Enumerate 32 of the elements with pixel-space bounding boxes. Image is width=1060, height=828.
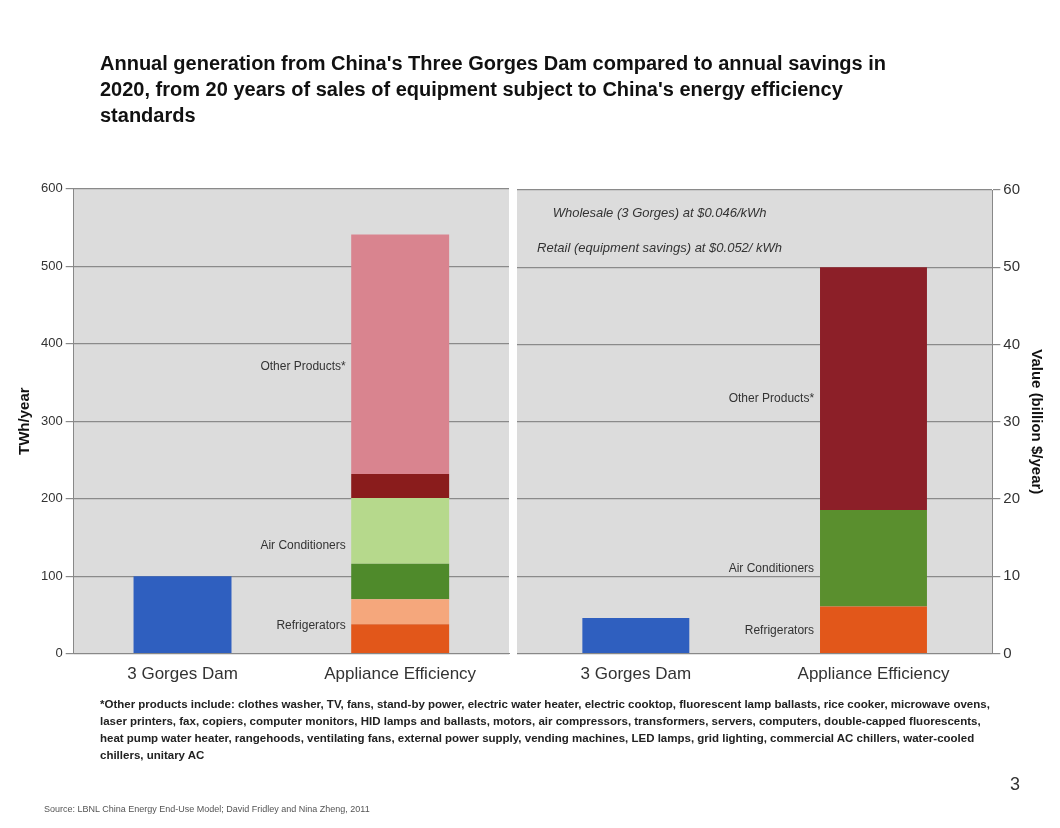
chart-title: Annual generation from China's Three Gorges Dam compared to annual savings in 2020, from 20 years of sales of equipment subject to China's energy efficiency standards (100, 51, 887, 128)
y2-tick-label: 40 (1003, 334, 1020, 352)
y-tick-label: 0 (55, 645, 63, 661)
x-tick-label: Appliance Efficiency (324, 664, 477, 684)
y-tick-label: 400 (40, 335, 63, 351)
y2-tick-label: 20 (1003, 489, 1020, 507)
y-tick-label: 300 (40, 412, 63, 428)
source-note: Source: LBNL China Energy End-Use Model; David Fridley and Nina Zheng, 2011 (44, 804, 370, 814)
x-tick-label: 3 Gorges Dam (127, 664, 238, 684)
y2-axis-title: Value (billion $/year) (1028, 349, 1046, 495)
y2-tick-label: 10 (1003, 566, 1020, 584)
y-tick-label: 600 (40, 180, 63, 196)
annotation: Air Conditioners (728, 561, 815, 576)
annotation: Air Conditioners (260, 537, 346, 552)
annotation: Other Products* (728, 390, 815, 405)
x-tick-label: Appliance Efficiency (797, 664, 950, 684)
y2-tick-label: 60 (1003, 180, 1020, 198)
annotation: Refrigerators (744, 622, 815, 637)
annotation: Other Products* (260, 359, 347, 374)
annotation: Refrigerators (276, 618, 346, 633)
y2-tick-label: 0 (1003, 643, 1012, 661)
y2-tick-label: 50 (1003, 257, 1020, 275)
annotation: Wholesale (3 Gorges) at $0.046/kWh (552, 204, 767, 220)
text: 3 (1010, 774, 1021, 795)
annotation: Retail (equipment savings) at $0.052/ kWh (537, 239, 783, 255)
y-tick-label: 500 (40, 257, 63, 273)
y-tick-label: 200 (40, 490, 63, 506)
text: *Other products include: clothes washer, TV, fans, stand-by power, electric water heater, electric cooktop, fluorescent lamp ballasts, rice cooker, microwave ovens, laser printers, fax, copiers, computer monitors, HID lamps and ballasts, motors, air compressors, transformers, servers, computers, double-capped fluorescents, heat pump water heater, rangehoods, ventilating fans, external power supply, vending machines, LED lamps, grid lighting, commercial AC chillers, water-cooled chillers, unitary AC (100, 697, 990, 763)
y-axis-title: TWh/year (15, 387, 33, 455)
x-tick-label: 3 Gorges Dam (580, 664, 692, 684)
y-tick-label: 100 (40, 567, 63, 583)
y2-tick-label: 30 (1003, 411, 1020, 429)
